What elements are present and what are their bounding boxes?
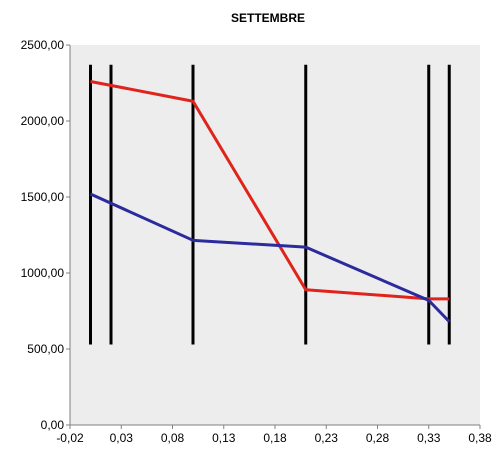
y-axis: 0,00 500,00 1000,00 1500,00 2000,00 2500,00: [21, 38, 71, 432]
y-tick-label: 2000,00: [21, 114, 65, 128]
y-tick-label: 1000,00: [21, 266, 65, 280]
y-tick-label: 1500,00: [21, 190, 65, 204]
x-tick-label: 0,18: [263, 431, 287, 445]
series-line-1: [90, 80, 450, 301]
series-lines: [89, 80, 451, 323]
x-tick-label: 0,23: [315, 431, 339, 445]
series-line-2: [89, 192, 451, 323]
y-tick-label: 500,00: [27, 342, 64, 356]
y-tick-label: 0,00: [41, 418, 65, 432]
x-axis: -0,02 0,03 0,08 0,13 0,18 0,23 0,28 0,33 0,38: [56, 424, 492, 445]
x-tick-label: 0,13: [212, 431, 236, 445]
x-tick-label: 0,33: [417, 431, 441, 445]
x-tick-label: 0,03: [110, 431, 134, 445]
x-tick-label: 0,38: [468, 431, 492, 445]
chart-title: SETTEMBRE: [231, 11, 305, 25]
plot-area: [70, 45, 480, 425]
y-tick-label: 2500,00: [21, 38, 65, 52]
x-tick-label: 0,28: [366, 431, 390, 445]
x-tick-label: 0,08: [161, 431, 185, 445]
x-tick-label: -0,02: [56, 431, 84, 445]
